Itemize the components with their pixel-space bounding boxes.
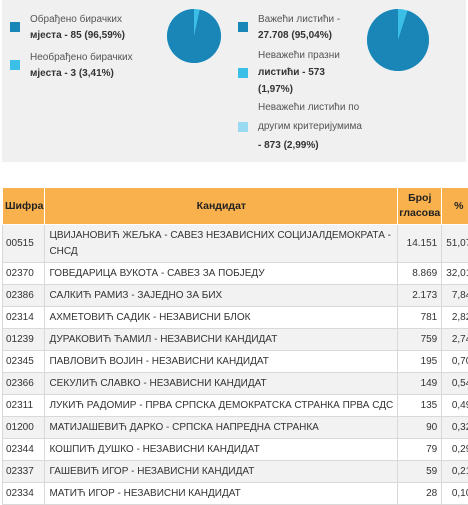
- legend-unprocessed-value: мјеста - 3 (3,41%): [30, 68, 114, 79]
- row-candidate: ПАВЛОВИЋ ВОЈИН - НЕЗАВИСНИ КАНДИДАТ: [45, 351, 398, 373]
- row-code: 02366: [3, 373, 45, 395]
- row-code: 02386: [3, 285, 45, 307]
- row-percent: 0,32: [442, 417, 468, 439]
- row-code: 01200: [3, 417, 45, 439]
- header-votes-line1: Број: [399, 191, 440, 206]
- row-candidate: ГАШЕВИЋ ИГОР - НЕЗАВИСНИ КАНДИДАТ: [45, 461, 398, 483]
- table-row: 01200 МАТИЈАШЕВИЋ ДАРКО - СРПСКА НАПРЕДН…: [3, 417, 468, 439]
- pie1-processed-slice: [167, 9, 221, 63]
- row-code: 02370: [3, 263, 45, 285]
- table-row: 02370 ГОВЕДАРИЦА ВУКОТА - САВЕЗ ЗА ПОБЈЕ…: [3, 263, 468, 285]
- table-row: 02366 СЕКУЛИЋ СЛАВКО - НЕЗАВИСНИ КАНДИДА…: [3, 373, 468, 395]
- row-candidate: СЕКУЛИЋ СЛАВКО - НЕЗАВИСНИ КАНДИДАТ: [45, 373, 398, 395]
- pie2-valid-slice: [367, 9, 429, 71]
- legend-unprocessed-label: Необрађено бирачких: [30, 50, 133, 65]
- row-percent: 2,74: [442, 329, 468, 351]
- header-candidate[interactable]: Кандидат: [45, 188, 398, 225]
- row-candidate: ГОВЕДАРИЦА ВУКОТА - САВЕЗ ЗА ПОБЈЕДУ: [45, 263, 398, 285]
- legend-invalid-other-line1: Неважећи листићи по: [258, 100, 359, 115]
- row-code: 02344: [3, 439, 45, 461]
- legend-processed-value: мјеста - 85 (96,59%): [30, 30, 125, 41]
- header-votes-line2: гласова: [399, 206, 440, 221]
- row-code: 02337: [3, 461, 45, 483]
- table-row: 02334 МАТИЋ ИГОР - НЕЗАВИСНИ КАНДИДАТ 28…: [3, 483, 468, 505]
- results-table: Шифра Кандидат Број гласова % 00515 ЦВИЈ…: [2, 187, 468, 505]
- header-percent[interactable]: %: [442, 188, 468, 225]
- row-percent: 51,07: [442, 225, 468, 263]
- pie-chart-ballots: [366, 8, 430, 72]
- row-code: 02311: [3, 395, 45, 417]
- legend-valid-label: Важећи листићи -: [258, 12, 340, 27]
- row-candidate: АХМЕТОВИЋ САДИК - НЕЗАВИСНИ БЛОК: [45, 307, 398, 329]
- row-votes: 781: [398, 307, 442, 329]
- table-row: 02314 АХМЕТОВИЋ САДИК - НЕЗАВИСНИ БЛОК 7…: [3, 307, 468, 329]
- legend-swatch-invalid-other: [238, 122, 248, 132]
- row-candidate-line1: ЦВИЈАНОВИЋ ЖЕЉКА - САВЕЗ НЕЗАВИСНИХ СОЦИ…: [49, 228, 393, 244]
- table-row: 02311 ЛУКИЋ РАДОМИР - ПРВА СРПСКА ДЕМОКР…: [3, 395, 468, 417]
- row-votes: 195: [398, 351, 442, 373]
- legend-swatch-invalid-empty: [238, 68, 248, 78]
- table-row: 02344 КОШПИЋ ДУШКО - НЕЗАВИСНИ КАНДИДАТ …: [3, 439, 468, 461]
- row-votes: 149: [398, 373, 442, 395]
- legend-invalid-other-line3: - 873 (2,99%): [258, 140, 319, 151]
- row-percent: 2,82: [442, 307, 468, 329]
- row-votes: 79: [398, 439, 442, 461]
- table-row: 02386 САЛКИЋ РАМИЗ - ЗАЈЕДНО ЗА БИХ 2.17…: [3, 285, 468, 307]
- row-candidate: САЛКИЋ РАМИЗ - ЗАЈЕДНО ЗА БИХ: [45, 285, 398, 307]
- row-percent: 0,21: [442, 461, 468, 483]
- row-percent: 0,54: [442, 373, 468, 395]
- row-candidate: МАТИЈАШЕВИЋ ДАРКО - СРПСКА НАПРЕДНА СТРА…: [45, 417, 398, 439]
- row-candidate: МАТИЋ ИГОР - НЕЗАВИСНИ КАНДИДАТ: [45, 483, 398, 505]
- row-candidate-line2: СНСД: [49, 244, 393, 260]
- legend-swatch-valid: [238, 22, 248, 32]
- legend-swatch-unprocessed: [10, 60, 20, 70]
- statistics-panel: Обрађено бирачких мјеста - 85 (96,59%) Н…: [2, 0, 466, 162]
- row-percent: 0,29: [442, 439, 468, 461]
- header-code[interactable]: Шифра: [3, 188, 45, 225]
- row-votes: 2.173: [398, 285, 442, 307]
- legend-processed-label: Обрађено бирачких: [30, 12, 122, 27]
- row-percent: 0,49: [442, 395, 468, 417]
- row-code: 02314: [3, 307, 45, 329]
- row-code: 01239: [3, 329, 45, 351]
- table-row: 02337 ГАШЕВИЋ ИГОР - НЕЗАВИСНИ КАНДИДАТ …: [3, 461, 468, 483]
- row-votes: 759: [398, 329, 442, 351]
- row-candidate: ЦВИЈАНОВИЋ ЖЕЉКА - САВЕЗ НЕЗАВИСНИХ СОЦИ…: [45, 225, 398, 263]
- row-percent: 7,84: [442, 285, 468, 307]
- row-votes: 8.869: [398, 263, 442, 285]
- legend-invalid-empty-pct: (1,97%): [258, 84, 293, 95]
- row-percent: 32,01: [442, 263, 468, 285]
- legend-valid-value: 27.708 (95,04%): [258, 30, 332, 41]
- legend-swatch-processed: [10, 22, 20, 32]
- row-votes: 59: [398, 461, 442, 483]
- row-votes: 14.151: [398, 225, 442, 263]
- row-percent: 0,10: [442, 483, 468, 505]
- row-code: 00515: [3, 225, 45, 263]
- row-code: 02345: [3, 351, 45, 373]
- table-row: 01239 ДУРАКОВИЋ ЋАМИЛ - НЕЗАВИСНИ КАНДИД…: [3, 329, 468, 351]
- row-candidate: КОШПИЋ ДУШКО - НЕЗАВИСНИ КАНДИДАТ: [45, 439, 398, 461]
- row-votes: 28: [398, 483, 442, 505]
- row-votes: 90: [398, 417, 442, 439]
- row-candidate: ЛУКИЋ РАДОМИР - ПРВА СРПСКА ДЕМОКРАТСКА …: [45, 395, 398, 417]
- table-row: 02345 ПАВЛОВИЋ ВОЈИН - НЕЗАВИСНИ КАНДИДА…: [3, 351, 468, 373]
- header-votes[interactable]: Број гласова: [398, 188, 442, 225]
- row-candidate: ДУРАКОВИЋ ЋАМИЛ - НЕЗАВИСНИ КАНДИДАТ: [45, 329, 398, 351]
- row-votes: 135: [398, 395, 442, 417]
- legend-invalid-other-line2: другим критеријумима: [258, 119, 362, 134]
- legend-invalid-empty-label: Неважећи празни: [258, 48, 340, 63]
- legend-invalid-empty-line2: листићи - 573: [258, 67, 325, 78]
- row-code: 02334: [3, 483, 45, 505]
- table-header-row: Шифра Кандидат Број гласова %: [3, 188, 468, 225]
- row-percent: 0,70: [442, 351, 468, 373]
- table-row: 00515 ЦВИЈАНОВИЋ ЖЕЉКА - САВЕЗ НЕЗАВИСНИ…: [3, 225, 468, 263]
- pie-chart-polling-stations: [166, 8, 222, 64]
